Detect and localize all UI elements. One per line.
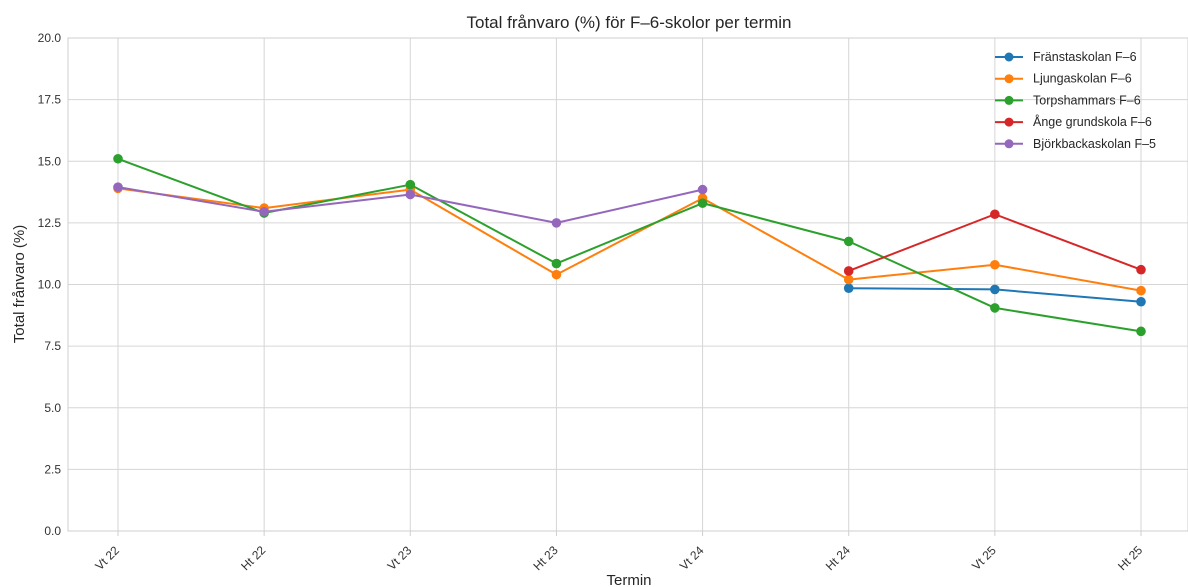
legend-marker: [1004, 139, 1014, 149]
data-point: [843, 266, 854, 276]
x-tick-label: Ht 22: [238, 543, 268, 573]
legend-item: Björkbackaskolan F–5: [995, 137, 1156, 151]
series-line: [117, 187, 1142, 292]
data-series: [113, 153, 1146, 337]
x-tick-label: Vt 23: [385, 543, 415, 573]
x-tick-label: Ht 24: [823, 543, 853, 573]
legend-label: Fränstaskolan F–6: [1033, 50, 1137, 64]
series-0: [843, 283, 1146, 307]
x-tick-label: Vt 25: [969, 543, 999, 573]
data-point: [697, 198, 708, 208]
series-1: [113, 183, 1146, 296]
legend-label: Torpshammars F–6: [1033, 93, 1141, 107]
data-point: [551, 218, 562, 228]
data-point: [405, 179, 416, 190]
x-tick-label: Ht 23: [531, 543, 561, 573]
series-3: [843, 209, 1146, 276]
y-tick-label: 7.5: [44, 339, 61, 353]
data-point: [990, 259, 1000, 270]
chart-title: Total frånvaro (%) för F–6-skolor per te…: [467, 13, 792, 32]
data-point: [990, 303, 1000, 313]
y-tick-label: 17.5: [38, 93, 62, 107]
data-point: [843, 274, 854, 285]
series-line: [117, 157, 1142, 333]
data-point: [551, 269, 562, 280]
y-tick-label: 2.5: [44, 462, 61, 476]
data-point: [1136, 285, 1146, 296]
legend-marker: [1004, 74, 1014, 84]
x-tick-label: Vt 22: [92, 543, 122, 573]
x-tick-label: Ht 25: [1115, 543, 1145, 573]
data-point: [259, 206, 269, 217]
legend-marker: [1004, 52, 1014, 62]
x-axis-ticks: Vt 22 Ht 22 Vt 23 Ht 23 Vt 24 Ht 24 Vt 25 Ht 25: [92, 531, 1145, 573]
data-point: [1136, 264, 1146, 275]
data-point: [1136, 326, 1146, 337]
data-point: [113, 153, 123, 164]
data-point: [990, 209, 1000, 220]
data-point: [113, 182, 123, 192]
y-tick-label: 12.5: [38, 216, 62, 230]
data-point: [405, 189, 416, 200]
legend-marker: [1004, 95, 1014, 105]
data-point: [843, 283, 854, 293]
legend-label: Björkbackaskolan F–5: [1033, 137, 1156, 151]
y-axis-label: Total frånvaro (%): [11, 225, 28, 343]
y-tick-label: 20.0: [38, 31, 62, 45]
legend: Fränstaskolan F–6 Ljungaskolan F–6 Torpsha…: [995, 50, 1156, 151]
legend-marker: [1004, 117, 1014, 127]
y-tick-label: 10.0: [38, 278, 62, 292]
grid-lines: [68, 37, 1188, 532]
legend-label: Ånge grundskola F–6: [1033, 114, 1152, 129]
plot-area-frame: [67, 37, 1188, 532]
y-tick-label: 0.0: [44, 524, 61, 538]
legend-item: Fränstaskolan F–6: [995, 50, 1137, 64]
y-tick-label: 5.0: [44, 401, 61, 415]
data-point: [551, 258, 562, 269]
y-tick-label: 15.0: [38, 154, 62, 168]
data-point: [843, 236, 854, 247]
legend-label: Ljungaskolan F–6: [1033, 72, 1132, 86]
series-2: [113, 153, 1146, 337]
data-point: [990, 284, 1000, 295]
y-axis-ticks: 0.0 2.5 5.0 7.5 10.0 12.5 15.0 17.5 20.0: [38, 31, 62, 538]
x-tick-label: Vt 24: [677, 543, 707, 573]
series-4: [113, 182, 708, 228]
data-point: [697, 184, 708, 195]
data-point: [1136, 296, 1146, 307]
legend-item: Torpshammars F–6: [995, 93, 1141, 107]
x-axis-label: Termin: [606, 572, 651, 587]
legend-item: Ljungaskolan F–6: [995, 72, 1132, 86]
legend-item: Ånge grundskola F–6: [995, 114, 1152, 129]
